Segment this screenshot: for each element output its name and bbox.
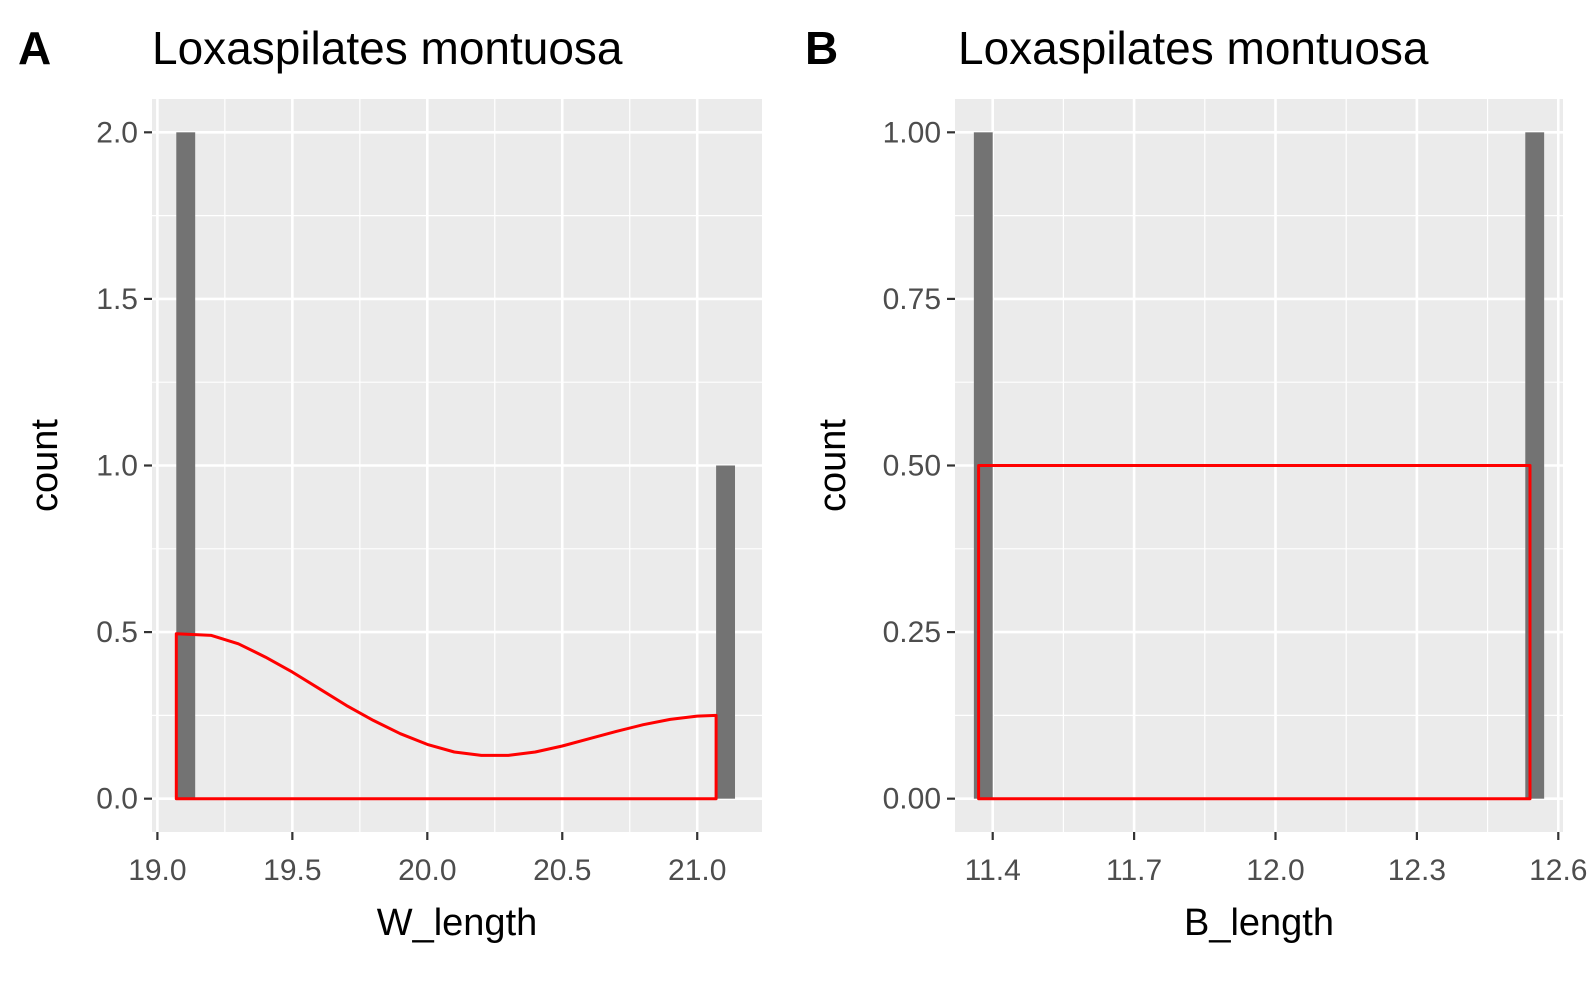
x-tick-label: 11.4	[965, 854, 1021, 887]
y-tick-label: 0.00	[883, 783, 941, 816]
density-curve	[977, 464, 1532, 801]
x-tick-label: 12.6	[1529, 854, 1587, 887]
y-tick-label: 0.50	[883, 450, 941, 483]
x-tick-label: 19.0	[128, 854, 186, 887]
chart-title: Loxaspilates montuosa	[152, 22, 623, 74]
y-tick-label: 1.0	[96, 450, 138, 483]
y-axis-label: count	[24, 419, 66, 512]
y-tick-label: 1.00	[883, 116, 941, 149]
x-tick-label: 12.0	[1246, 854, 1304, 887]
y-tick-label: 0.5	[96, 616, 138, 649]
chart-title: Loxaspilates montuosa	[958, 22, 1429, 74]
chart-panel-b: 0.00 0.25 0.50 0.75 1.00 11.4 11.7 12.0 12.3 12.6…	[805, 22, 1587, 944]
x-axis-label: W_length	[377, 902, 538, 944]
histogram-bar-2	[716, 465, 736, 799]
x-tick-label: 21.0	[668, 854, 726, 887]
y-tick-label: 1.5	[96, 283, 138, 316]
x-tick-label: 11.7	[1106, 854, 1162, 887]
x-tick-label: 12.3	[1388, 854, 1446, 887]
y-tick-label: 0.25	[883, 616, 941, 649]
y-tick-label: 2.0	[96, 116, 138, 149]
chart-panel-a: 0.0 0.5 1.0 1.5 2.0 19.0 19.5 20.0 20.5 21.0 W_len…	[18, 22, 762, 944]
x-tick-label: 19.5	[263, 854, 321, 887]
y-tick-label: 0.0	[96, 783, 138, 816]
panel-tag: B	[805, 22, 838, 74]
histogram-bar-1	[176, 132, 196, 799]
density-curve	[174, 632, 718, 801]
x-axis-label: B_length	[1184, 902, 1334, 944]
panel-tag: A	[18, 22, 51, 74]
x-tick-label: 20.5	[533, 854, 591, 887]
y-axis-label: count	[812, 419, 854, 512]
y-tick-label: 0.75	[883, 283, 941, 316]
x-tick-label: 20.0	[398, 854, 456, 887]
